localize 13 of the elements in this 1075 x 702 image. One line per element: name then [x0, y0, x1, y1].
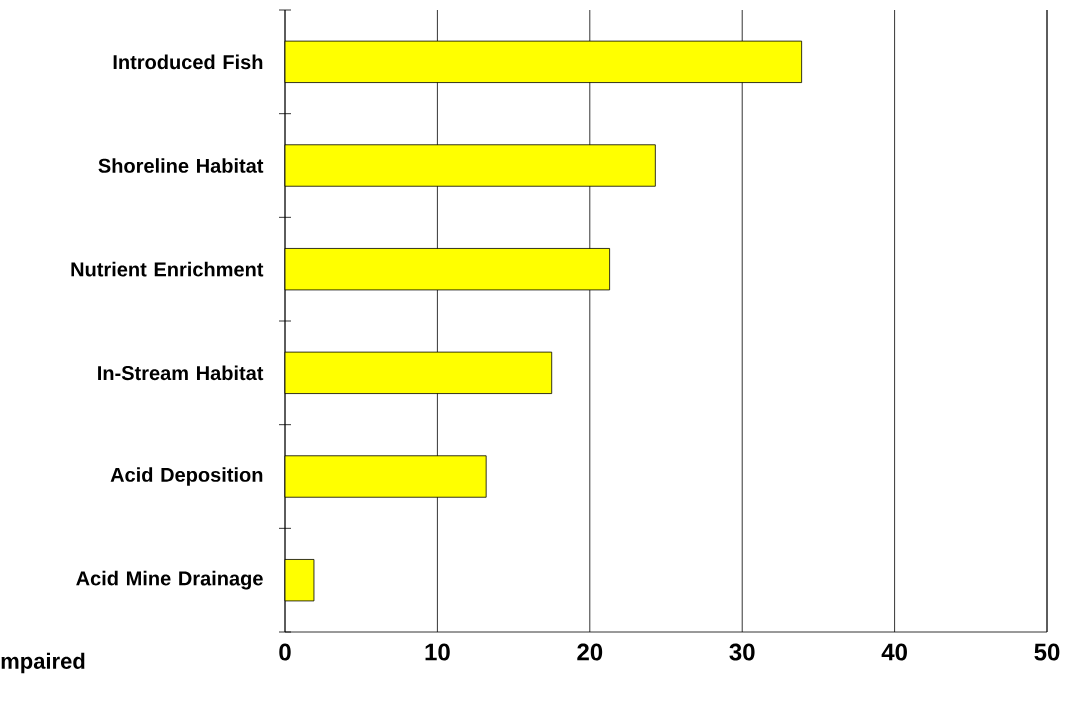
x-tick-label: 10 — [425, 643, 450, 661]
x-tick-label: 30 — [729, 643, 755, 661]
y-tick-label: Acid Deposition — [110, 467, 263, 486]
y-tick-label: Shoreline Habitat — [98, 158, 264, 173]
x-tick-label: 0 — [279, 643, 291, 661]
y-tick-label: Nutrient Enrichment — [71, 261, 264, 277]
x-axis-title: mpaired — [1, 652, 85, 674]
y-tick-label: Introduced Fish — [113, 54, 263, 70]
y-tick-label: In-Stream Habitat — [98, 365, 264, 381]
x-tick-label: 40 — [881, 643, 907, 661]
x-tick-label: 50 — [1034, 643, 1060, 661]
y-tick-label: Acid Mine Drainage — [76, 570, 263, 590]
x-tick-label: 20 — [577, 643, 603, 661]
